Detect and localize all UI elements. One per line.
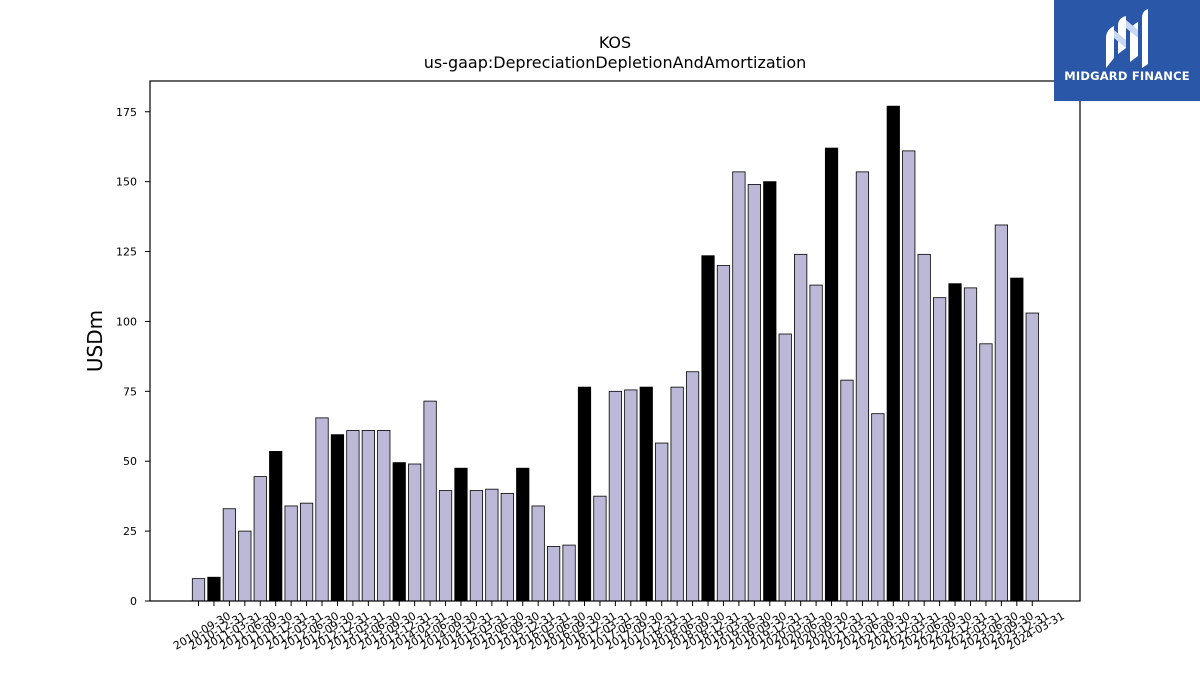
bar-2014-06-30 bbox=[423, 400, 437, 602]
y-axis-ticks: 0 25 50 75 100 125 150 175 bbox=[116, 106, 150, 608]
y-tick-label: 175 bbox=[116, 106, 137, 119]
bar-2018-12-31 bbox=[701, 255, 715, 602]
bar-2013-09-30 bbox=[377, 430, 391, 602]
bar-2015-06-30 bbox=[485, 488, 499, 602]
y-tick-label: 75 bbox=[123, 385, 137, 398]
bar-2024-03-31 bbox=[1025, 312, 1039, 602]
bar-2011-06-30 bbox=[238, 530, 252, 602]
bar-2023-09-30 bbox=[994, 224, 1008, 602]
bar-2016-06-30 bbox=[547, 546, 561, 602]
midgard-finance-logo: MIDGARD FINANCE bbox=[1054, 0, 1200, 101]
bar-2017-12-31 bbox=[639, 386, 653, 602]
bar-2011-09-30 bbox=[253, 476, 267, 602]
y-tick-label: 25 bbox=[123, 525, 137, 538]
bar-2022-03-31 bbox=[902, 150, 916, 602]
bar-2019-12-31 bbox=[763, 181, 777, 602]
bar-2018-06-30 bbox=[670, 386, 684, 602]
y-tick-label: 0 bbox=[130, 595, 137, 608]
bar-2021-09-30 bbox=[871, 413, 885, 602]
y-axis-label: USDm bbox=[83, 310, 107, 372]
bar-2011-03-31 bbox=[222, 508, 236, 602]
chart-subtitle: us-gaap:DepreciationDepletionAndAmortiza… bbox=[424, 53, 807, 72]
bar-2010-09-30 bbox=[191, 578, 206, 602]
bar-2020-09-30 bbox=[809, 284, 823, 602]
bar-2012-09-30 bbox=[315, 417, 329, 602]
midgard-m-icon bbox=[1106, 9, 1148, 68]
bar-2014-03-31 bbox=[408, 463, 422, 602]
y-tick-label: 150 bbox=[116, 176, 137, 189]
bar-2017-03-31 bbox=[593, 495, 607, 602]
bar-2021-12-31 bbox=[886, 105, 900, 602]
bar-2021-03-31 bbox=[840, 379, 854, 602]
plot-frame bbox=[149, 80, 1081, 602]
bar-2013-12-31 bbox=[392, 462, 406, 602]
y-tick-label: 50 bbox=[123, 455, 137, 468]
bar-2023-12-31 bbox=[1010, 277, 1024, 602]
bar-2019-03-31 bbox=[716, 265, 731, 602]
bar-2011-12-31 bbox=[269, 451, 283, 602]
bar-2023-06-30 bbox=[979, 343, 993, 602]
bar-2013-03-31 bbox=[346, 430, 360, 602]
bar-2014-09-30 bbox=[438, 490, 453, 602]
bar-2015-12-31 bbox=[516, 467, 530, 602]
bar-2010-12-31 bbox=[207, 576, 221, 602]
y-tick-label: 100 bbox=[116, 315, 137, 328]
bar-2021-06-30 bbox=[855, 171, 870, 602]
bar-2022-09-30 bbox=[933, 297, 947, 602]
bar-2014-12-31 bbox=[454, 467, 468, 602]
bar-2018-03-31 bbox=[655, 442, 669, 602]
bar-2016-09-30 bbox=[562, 544, 576, 602]
bar-2017-06-30 bbox=[608, 390, 622, 602]
bar-2017-09-30 bbox=[624, 389, 638, 602]
bar-2012-06-30 bbox=[299, 502, 314, 602]
bar-2015-03-31 bbox=[469, 490, 484, 602]
bar-2012-12-31 bbox=[330, 434, 345, 602]
bar-2016-03-31 bbox=[531, 505, 545, 602]
y-tick-label: 125 bbox=[116, 246, 137, 259]
bar-2015-09-30 bbox=[500, 492, 514, 602]
bar-2019-06-30 bbox=[732, 171, 746, 602]
x-axis-ticks: 2010-09-302010-12-312011-03-312011-06-30… bbox=[171, 601, 1067, 653]
bar-2022-12-31 bbox=[948, 283, 962, 602]
bar-2012-03-31 bbox=[284, 505, 298, 602]
chart-title: KOS bbox=[599, 33, 631, 52]
bars-group bbox=[191, 105, 1039, 602]
bar-2020-06-30 bbox=[794, 253, 808, 602]
bar-2022-06-30 bbox=[917, 253, 931, 602]
bar-2019-09-30 bbox=[747, 184, 761, 602]
bar-2016-12-31 bbox=[577, 386, 592, 602]
bar-2023-03-31 bbox=[963, 287, 978, 602]
bar-2020-03-31 bbox=[778, 333, 792, 602]
bar-2013-06-30 bbox=[361, 430, 375, 602]
bar-2018-09-30 bbox=[685, 371, 700, 602]
bar-2020-12-31 bbox=[824, 147, 839, 602]
logo-text: MIDGARD FINANCE bbox=[1064, 69, 1190, 83]
